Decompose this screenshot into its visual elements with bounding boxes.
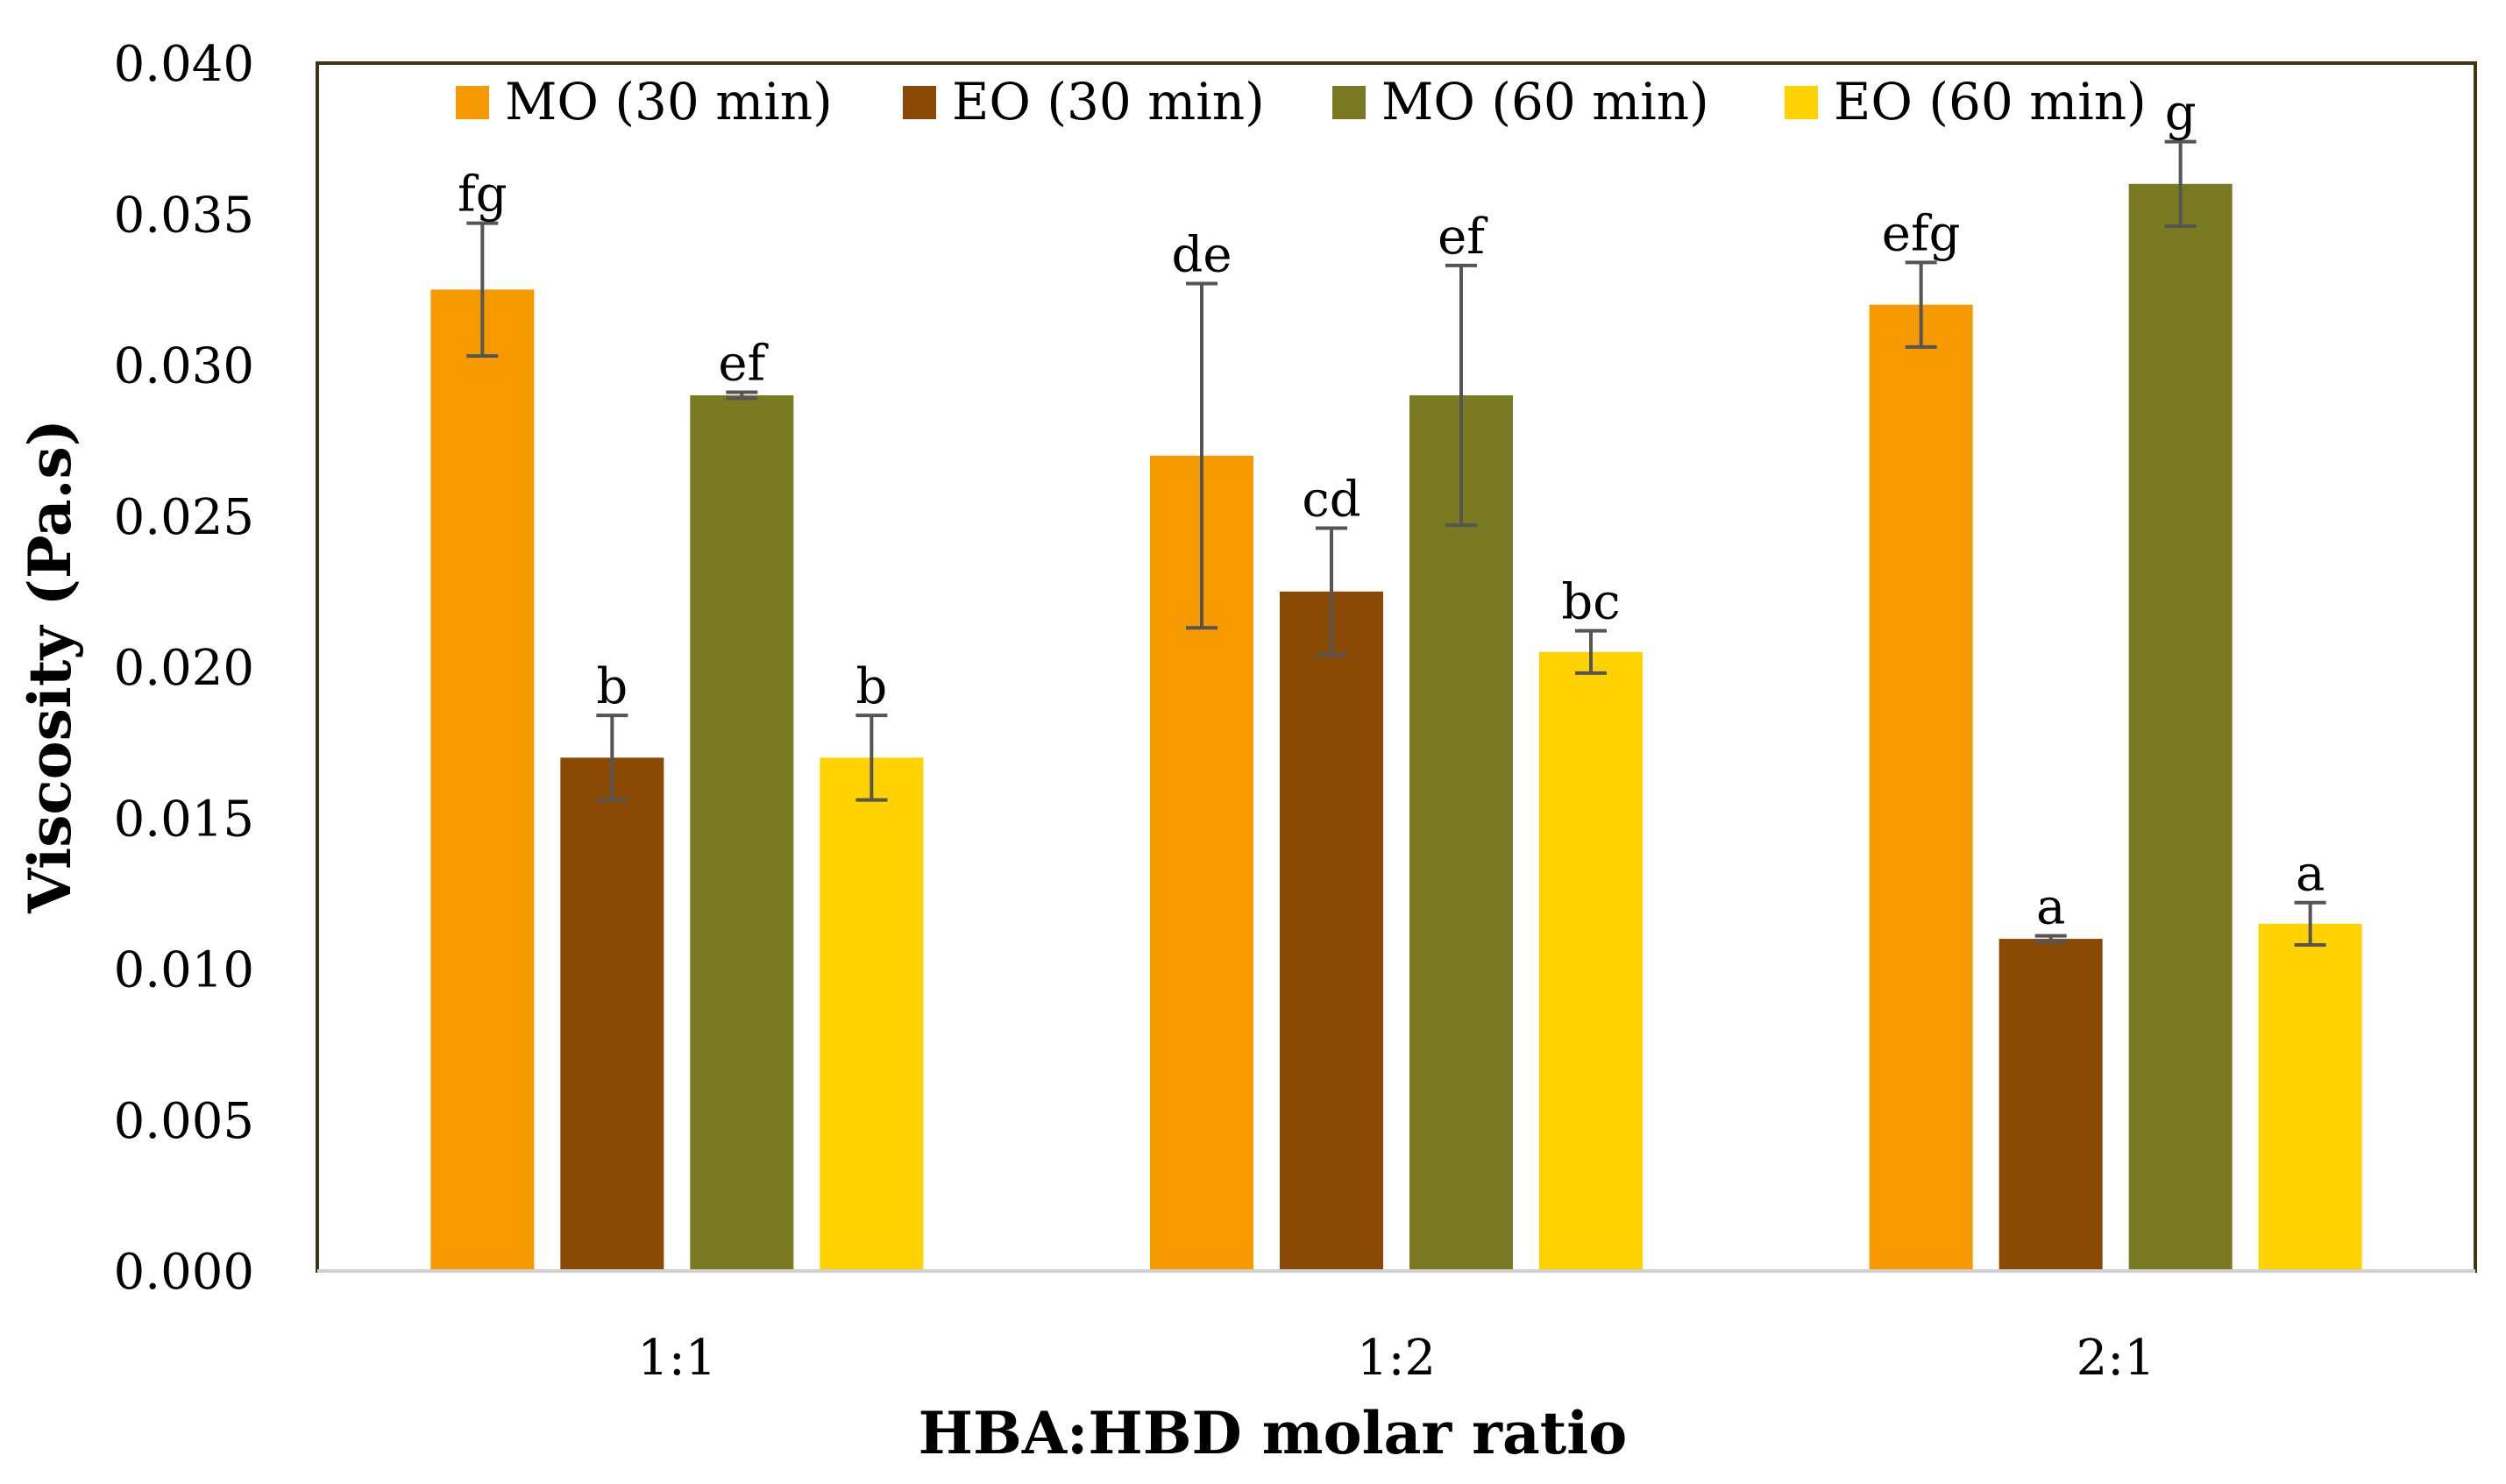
x-tick-label-0: 1:1 [637,1330,716,1387]
y-tick-label-5: 0.025 [114,489,254,546]
legend-label-1: EO (30 min) [952,72,1265,131]
y-axis-ticks: 0.000 0.005 0.010 0.015 0.020 0.025 0.030 0.035… [114,36,254,1301]
significance-letter-0-0: fg [458,167,508,224]
bar-3-0 [820,757,924,1271]
legend-label-0: MO (30 min) [505,72,833,131]
significance-letter-2-1: ef [1438,209,1488,266]
y-tick-label-0: 0.000 [114,1244,254,1301]
legend-label-3: EO (60 min) [1834,72,2147,131]
significance-letter-1-0: b [596,658,628,715]
legend-swatch-1 [903,86,936,119]
significance-letter-0-1: de [1172,226,1232,283]
significance-letter-1-2: a [2036,879,2065,936]
y-tick-label-1: 0.005 [114,1093,254,1150]
y-tick-label-3: 0.015 [114,791,254,848]
bar-3-2 [2258,923,2362,1271]
significance-letter-3-0: b [855,658,887,715]
bar-1-2 [1998,939,2103,1271]
legend: MO (30 min) EO (30 min) MO (60 min) EO (60 … [456,72,2147,131]
bar-2-2 [2128,183,2233,1271]
legend-swatch-2 [1332,86,1366,119]
bar-2-1 [1409,394,1513,1271]
significance-letter-1-1: cd [1302,472,1360,529]
error-bars [466,139,2326,947]
significance-letter-3-2: a [2296,846,2325,903]
legend-label-2: MO (60 min) [1381,72,1709,131]
bars [430,183,2362,1272]
bar-0-2 [1869,304,1973,1272]
significance-letter-0-2: efg [1882,205,1961,262]
y-tick-label-4: 0.020 [114,640,254,697]
significance-letter-2-0: ef [718,336,769,393]
y-axis-title: Viscosity (Pa.s) [16,419,84,914]
significance-letter-3-1: bc [1561,574,1620,631]
x-axis-ticks: 1:1 1:2 2:1 [637,1330,2155,1387]
y-tick-label-6: 0.030 [114,338,254,395]
x-axis-title: HBA:HBD molar ratio [919,1399,1628,1467]
significance-letters: fg b ef b de cd ef bc efg a g a [458,85,2325,936]
y-tick-label-7: 0.035 [114,187,254,244]
bar-3-1 [1539,651,1643,1271]
x-tick-label-1: 1:2 [1357,1330,1436,1387]
significance-letter-2-2: g [2165,85,2197,142]
bar-2-0 [690,394,794,1271]
y-tick-label-2: 0.010 [114,942,254,999]
legend-swatch-3 [1785,86,1818,119]
bar-1-1 [1280,591,1383,1271]
bar-0-0 [430,289,535,1271]
bar-1-0 [560,757,664,1271]
y-tick-label-8: 0.040 [114,36,254,93]
x-tick-label-2: 2:1 [2077,1330,2155,1387]
legend-swatch-0 [456,86,489,119]
